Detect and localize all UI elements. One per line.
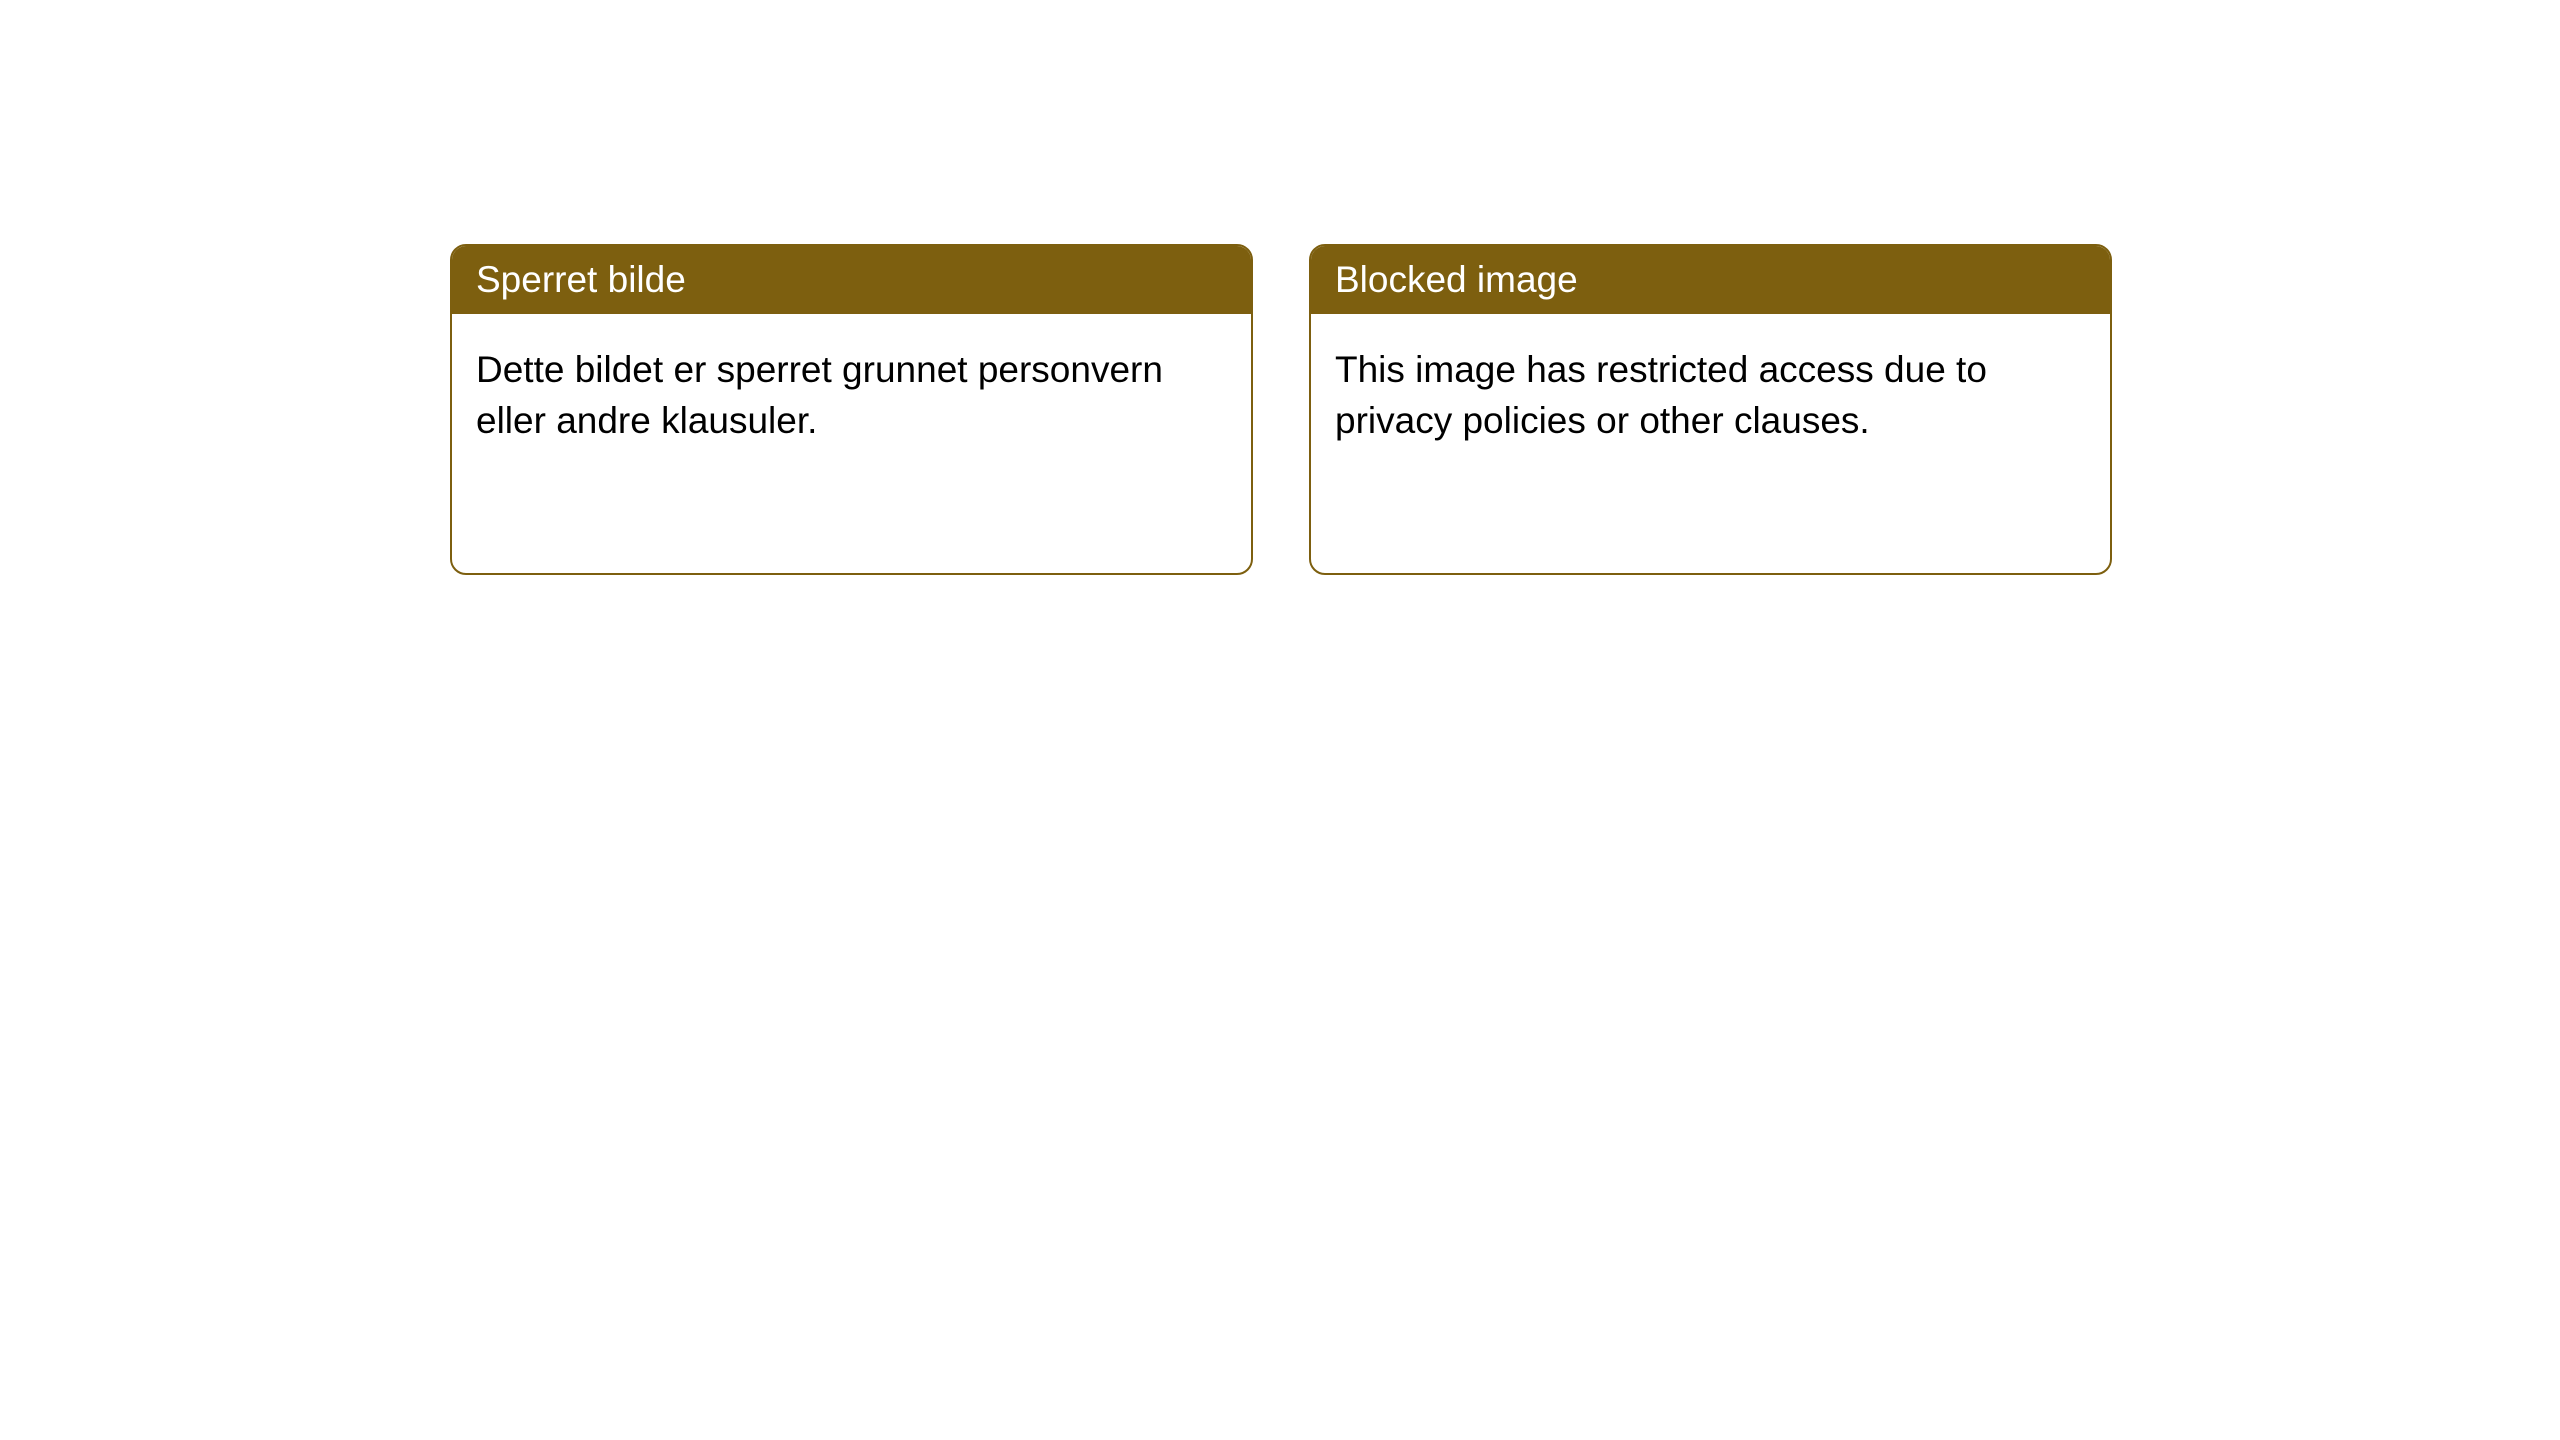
notice-header: Blocked image <box>1311 246 2110 314</box>
notice-body: This image has restricted access due to … <box>1311 314 2110 470</box>
notice-header: Sperret bilde <box>452 246 1251 314</box>
notice-body-text: Dette bildet er sperret grunnet personve… <box>476 349 1163 441</box>
notice-title: Sperret bilde <box>476 259 686 300</box>
notice-body: Dette bildet er sperret grunnet personve… <box>452 314 1251 470</box>
notice-body-text: This image has restricted access due to … <box>1335 349 1987 441</box>
notice-title: Blocked image <box>1335 259 1578 300</box>
notice-card-norwegian: Sperret bilde Dette bildet er sperret gr… <box>450 244 1253 575</box>
notice-card-english: Blocked image This image has restricted … <box>1309 244 2112 575</box>
notice-container: Sperret bilde Dette bildet er sperret gr… <box>450 244 2112 575</box>
